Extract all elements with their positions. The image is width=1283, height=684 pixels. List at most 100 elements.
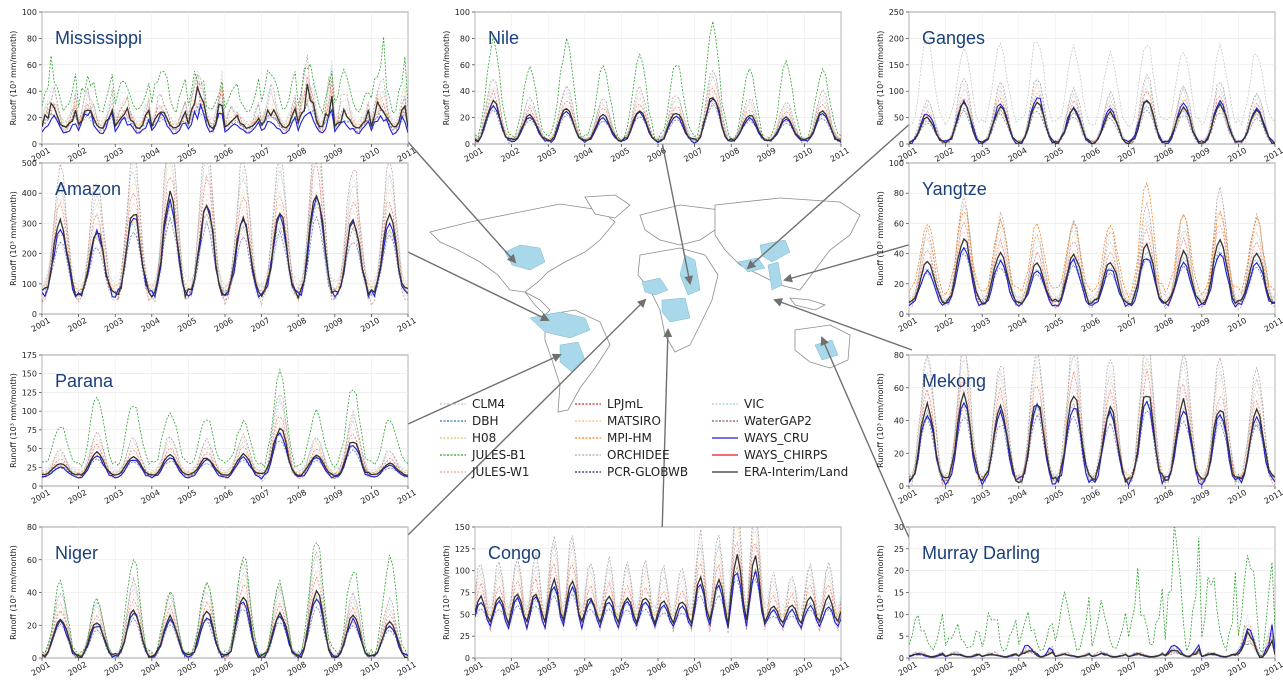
legend-entry: ERA-Interim/Land xyxy=(712,465,848,479)
y-tick-label: 0 xyxy=(32,482,37,491)
x-tick-label: 2006 xyxy=(213,488,235,506)
y-tick-label: 100 xyxy=(889,87,904,96)
legend-label: CLM4 xyxy=(472,397,505,411)
y-axis-label: Runoff (10³ mm/month) xyxy=(876,31,885,126)
series-line-watergap2 xyxy=(42,393,408,482)
x-tick-label: 2003 xyxy=(536,146,558,164)
x-tick-label: 2009 xyxy=(1189,488,1211,506)
x-tick-label: 2011 xyxy=(1263,146,1283,164)
basin-arrow xyxy=(783,243,913,283)
basin-arrow xyxy=(661,141,694,285)
x-tick-label: 2008 xyxy=(719,146,741,164)
y-tick-label: 50 xyxy=(27,445,37,454)
series-line-lpjml xyxy=(42,163,408,303)
series-line-orchidee xyxy=(42,163,408,295)
series-line-era-interim-land xyxy=(475,97,841,143)
x-tick-label: 2003 xyxy=(103,316,125,334)
legend-entry: PCR-GLOBWB xyxy=(575,465,688,479)
series-line-orchidee xyxy=(475,74,841,143)
x-tick-label: 2009 xyxy=(755,660,777,678)
legend-label: WAYS_CRU xyxy=(744,431,809,445)
series-line-jules-w1 xyxy=(42,81,408,123)
continent-outline xyxy=(524,291,551,316)
x-tick-label: 2004 xyxy=(572,146,594,164)
y-tick-label: 125 xyxy=(455,545,470,554)
y-tick-label: 200 xyxy=(889,34,904,43)
basin-area xyxy=(679,254,701,296)
series-line-orchidee xyxy=(909,82,1275,144)
y-tick-label: 250 xyxy=(889,8,904,17)
series-line-jules-b1 xyxy=(909,527,1275,654)
x-tick-label: 2009 xyxy=(755,146,777,164)
x-tick-label: 2007 xyxy=(249,316,271,334)
series-line-era-interim-land xyxy=(42,190,408,300)
x-tick-label: 2011 xyxy=(829,660,851,678)
basin-arrow xyxy=(746,121,913,270)
x-tick-label: 2010 xyxy=(359,146,381,164)
legend-entry: VIC xyxy=(712,397,764,411)
series-line-era-interim-land xyxy=(909,99,1275,144)
y-tick-label: 0 xyxy=(465,140,470,149)
series-line-matsiro xyxy=(909,361,1275,485)
y-tick-label: 150 xyxy=(22,370,37,379)
series-line-watergap2 xyxy=(909,355,1275,486)
y-tick-label: 80 xyxy=(27,34,37,43)
x-tick-label: 2003 xyxy=(970,660,992,678)
x-tick-label: 2008 xyxy=(1153,660,1175,678)
x-tick-label: 2008 xyxy=(286,146,308,164)
y-axis-label: Runoff (10³ mm/month) xyxy=(9,545,18,640)
basin-area xyxy=(641,277,669,296)
panel-title: Mississippi xyxy=(55,28,142,48)
y-tick-label: 10 xyxy=(894,610,904,619)
legend-label: LPJmL xyxy=(607,397,643,411)
x-tick-label: 2005 xyxy=(176,660,198,678)
x-tick-label: 2005 xyxy=(1043,316,1065,334)
x-tick-label: 2006 xyxy=(213,146,235,164)
basin-area xyxy=(504,244,546,271)
panel-title: Nile xyxy=(488,28,519,48)
x-tick-label: 2010 xyxy=(359,316,381,334)
legend-entry: DBH xyxy=(440,414,499,428)
basin-arrow xyxy=(773,298,913,351)
x-tick-label: 2002 xyxy=(933,488,955,506)
y-tick-label: 0 xyxy=(899,310,904,319)
x-tick-label: 2010 xyxy=(359,660,381,678)
x-tick-label: 2005 xyxy=(609,660,631,678)
y-tick-label: 80 xyxy=(894,189,904,198)
legend-label: WAYS_CHIRPS xyxy=(744,448,828,462)
series-line-h08 xyxy=(42,89,408,127)
x-tick-label: 2010 xyxy=(792,146,814,164)
x-tick-label: 2002 xyxy=(499,146,521,164)
y-tick-label: 5 xyxy=(899,632,904,641)
x-tick-label: 2003 xyxy=(970,488,992,506)
x-tick-label: 2008 xyxy=(1153,488,1175,506)
y-tick-label: 500 xyxy=(22,159,37,168)
y-tick-label: 0 xyxy=(465,654,470,663)
series-line-jules-b1 xyxy=(42,36,408,115)
series-line-watergap2 xyxy=(42,163,408,307)
y-tick-label: 60 xyxy=(894,384,904,393)
series-line-orchidee xyxy=(909,203,1275,304)
y-tick-label: 30 xyxy=(894,523,904,532)
x-tick-label: 2006 xyxy=(213,316,235,334)
legend-label: JULES-B1 xyxy=(471,448,526,462)
legend-label: VIC xyxy=(744,397,764,411)
y-tick-label: 60 xyxy=(894,219,904,228)
series-line-mpi-hm xyxy=(909,106,1275,144)
basin-arrow xyxy=(407,141,517,264)
basin-arrow xyxy=(407,353,562,425)
x-tick-label: 2009 xyxy=(1189,316,1211,334)
x-tick-label: 2006 xyxy=(646,660,668,678)
x-tick-label: 2003 xyxy=(970,316,992,334)
series-line-ways-cru xyxy=(475,570,841,631)
x-tick-label: 2010 xyxy=(1226,488,1248,506)
y-tick-label: 50 xyxy=(894,114,904,123)
x-tick-label: 2004 xyxy=(572,660,594,678)
y-tick-label: 80 xyxy=(460,34,470,43)
x-tick-label: 2007 xyxy=(682,146,704,164)
x-tick-label: 2006 xyxy=(1080,316,1102,334)
series-line-clm4 xyxy=(475,573,841,632)
